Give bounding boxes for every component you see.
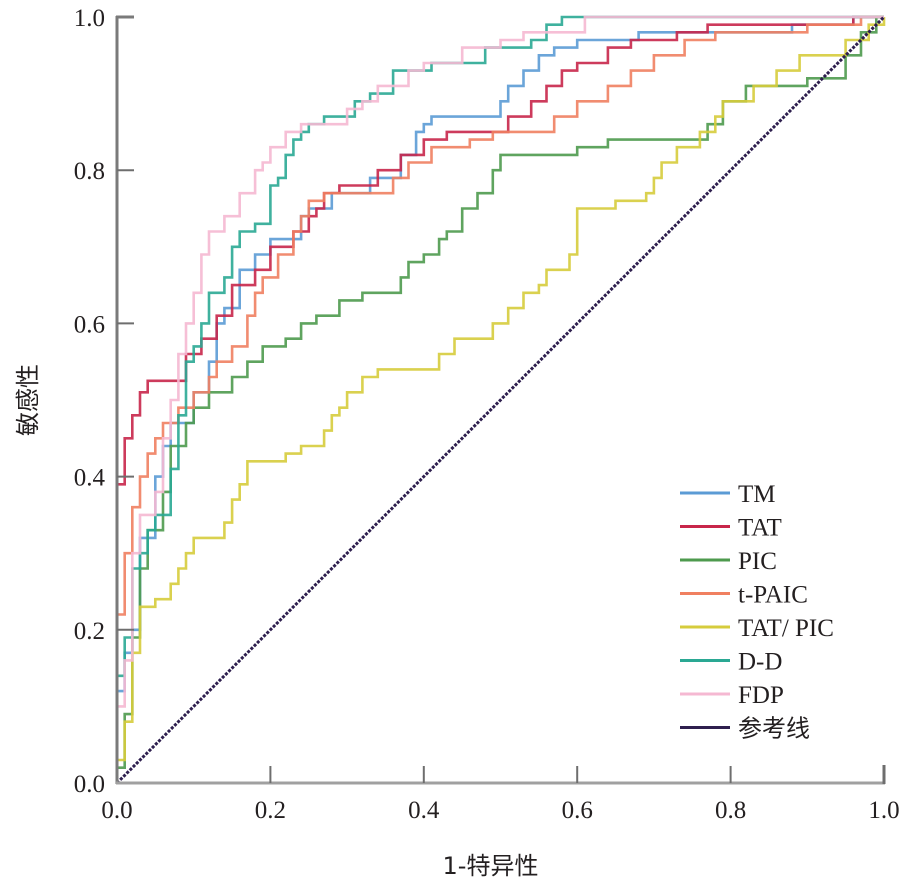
x-tick-label: 0.8	[715, 797, 746, 824]
x-ticks: 0.0 0.2 0.4 0.6 0.8 1.0	[101, 766, 900, 824]
legend-label: 参考线	[738, 715, 810, 743]
legend-label: t-PAIC	[738, 582, 808, 609]
y-tick-label: 0.6	[74, 311, 105, 338]
y-axis-title: 敏感性	[14, 364, 42, 436]
series-line-t-paic	[115, 15, 884, 783]
legend-label: D-D	[738, 649, 782, 676]
legend: TM TAT PIC t-PAIC TAT/ PIC D-D FDP 参考线	[680, 481, 834, 743]
legend-label: FDP	[738, 682, 784, 709]
x-tick-label: 0.4	[408, 797, 440, 824]
legend-label: TM	[738, 481, 776, 508]
x-tick-label: 0.6	[562, 797, 593, 824]
axes: 0.0 0.2 0.4 0.6 0.8 1.0 0.0 0.2 0.4 0.6 0.8 1.0	[74, 5, 900, 824]
y-tick-label: 0.0	[74, 771, 105, 798]
x-tick-label: 1.0	[868, 797, 899, 824]
series-line-reference	[115, 15, 886, 785]
legend-item-reference: 参考线	[680, 715, 810, 743]
legend-item-d-d: D-D	[680, 649, 782, 676]
x-axis-title: 1-特异性	[443, 852, 539, 880]
y-tick-label: 0.2	[74, 618, 105, 645]
y-tick-label: 0.8	[74, 158, 105, 185]
x-tick-label: 0.2	[255, 797, 286, 824]
legend-item-tat-pic: TAT/ PIC	[680, 615, 834, 642]
y-ticks: 0.0 0.2 0.4 0.6 0.8 1.0	[74, 5, 134, 798]
legend-item-t-paic: t-PAIC	[680, 582, 808, 609]
legend-item-tm: TM	[680, 481, 776, 508]
y-tick-label: 0.4	[74, 465, 106, 492]
legend-label: TAT/ PIC	[738, 615, 834, 642]
y-tick-label: 1.0	[74, 5, 105, 32]
legend-item-tat: TAT	[680, 515, 782, 542]
legend-item-pic: PIC	[680, 548, 777, 575]
series-line-tat-pic	[115, 17, 886, 783]
legend-label: TAT	[738, 515, 782, 542]
series-curves	[115, 15, 886, 785]
series-line-fdp	[115, 15, 884, 783]
legend-item-fdp: FDP	[680, 682, 784, 709]
legend-label: PIC	[738, 548, 777, 575]
x-tick-label: 0.0	[101, 797, 132, 824]
